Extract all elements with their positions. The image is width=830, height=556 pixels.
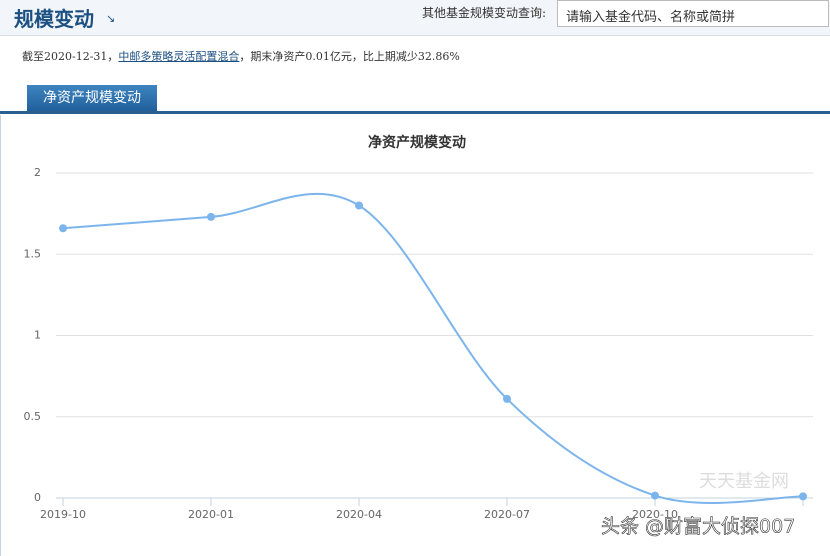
search-input[interactable]: 请输入基金代码、名称或简拼 — [557, 0, 829, 27]
line — [62, 192, 804, 504]
tab-underline — [0, 111, 830, 114]
point — [651, 491, 659, 500]
point — [207, 212, 215, 221]
point — [799, 492, 807, 501]
x-tick-label: 2020-07 — [484, 508, 530, 521]
chart-title: 净资产规模变动 — [368, 134, 466, 151]
search-label: 其他基金规模变动查询: — [422, 6, 547, 20]
header: 规模变动 ↘ 其他基金规模变动查询: 请输入基金代码、名称或简拼 — [0, 0, 830, 36]
watermark: 头条 @财富大侦探007 — [601, 516, 795, 538]
x-tick-label: 2019-10 — [40, 508, 86, 521]
point — [355, 201, 363, 210]
watermark: 天天基金网 — [699, 471, 789, 492]
summary-prefix: 截至2020-12-31， — [22, 50, 119, 63]
y-tick-label: 1 — [34, 329, 41, 342]
expand-icon[interactable]: ↘ — [106, 12, 116, 25]
x-tick-label: 2020-10 — [632, 508, 678, 521]
x-tick-label: 2020-04 — [336, 508, 382, 521]
page-title: 规模变动 — [14, 7, 94, 31]
y-tick-label: 2 — [34, 166, 41, 179]
point — [503, 394, 511, 403]
summary: 截至2020-12-31，中邮多策略灵活配置混合，期末净资产0.01亿元，比上期… — [22, 48, 460, 64]
y-tick-label: 0.5 — [24, 410, 42, 423]
point — [59, 224, 67, 233]
fund-link[interactable]: 中邮多策略灵活配置混合 — [118, 50, 240, 63]
summary-suffix: ，期末净资产0.01亿元，比上期减少32.86% — [239, 50, 460, 63]
tab[interactable]: 净资产规模变动 — [27, 85, 157, 112]
y-tick-label: 1.5 — [24, 247, 42, 260]
chart: 净资产规模变动 0 0.5 1 1.5 2 2019-10 2020-01 2020-04 20… — [0, 115, 813, 556]
x-tick-label: 2020-01 — [188, 508, 234, 521]
y-tick-label: 0 — [34, 491, 41, 504]
